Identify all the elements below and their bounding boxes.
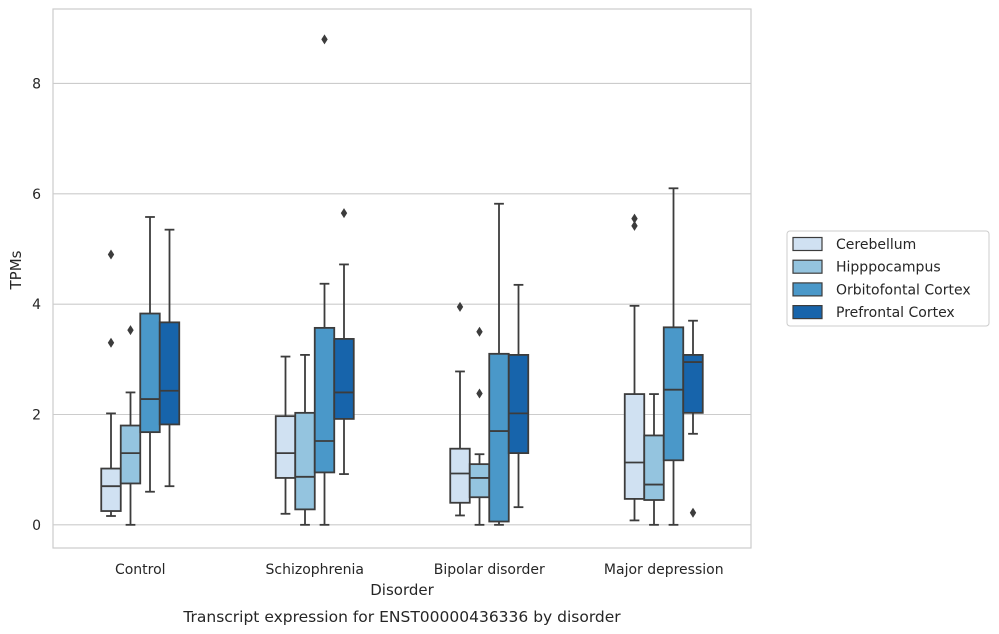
box-orbitofontal-cortex-2 (488, 202, 510, 526)
box-hipppocampus-0 (119, 325, 142, 526)
x-tick-label: Control (115, 562, 166, 578)
series-prefrontal-cortex (158, 208, 704, 518)
outlier-point (476, 326, 483, 337)
box-prefrontal-cortex-0 (158, 228, 181, 488)
outlier-point (340, 208, 348, 219)
outlier-point (456, 301, 464, 312)
box-prefrontal-cortex-3 (682, 319, 704, 518)
box-prefrontal-cortex-2 (507, 283, 530, 509)
box-iqr (274, 415, 297, 479)
series-hipppocampus (119, 325, 665, 526)
legend-label: Orbitofontal Cortex (836, 282, 971, 298)
box-iqr (643, 434, 665, 501)
legend-label: Prefrontal Cortex (836, 305, 955, 321)
legend: Cerebellum Hipppocampus Orbitofontal Corte… (786, 230, 990, 327)
legend-swatch (792, 305, 823, 320)
box-iqr (662, 326, 685, 462)
box-iqr (449, 447, 471, 504)
legend-swatch (792, 259, 823, 274)
plot-frame (52, 8, 752, 549)
y-tick-label: 2 (32, 407, 41, 423)
y-axis-label: TPMs (7, 250, 25, 290)
outlier-point (476, 388, 483, 399)
box-iqr (507, 354, 530, 455)
box-iqr (100, 467, 122, 512)
box-prefrontal-cortex-1 (333, 208, 355, 475)
box-cerebellum-1 (274, 355, 297, 515)
box-iqr (623, 393, 646, 500)
box-hipppocampus-1 (294, 354, 316, 526)
box-orbitofontal-cortex-0 (139, 216, 161, 493)
outlier-point (631, 220, 638, 231)
outlier-point (321, 34, 328, 45)
x-tick-label: Schizophrenia (266, 562, 364, 578)
box-cerebellum-0 (100, 249, 122, 517)
legend-label: Cerebellum (836, 237, 916, 253)
box-iqr (313, 326, 336, 474)
outlier-point (689, 507, 697, 518)
legend-swatch (792, 236, 823, 252)
legend-frame (786, 230, 990, 327)
box-iqr (488, 352, 510, 523)
box-iqr (158, 321, 181, 426)
y-tick-label: 4 (32, 297, 41, 313)
y-tick-labels: 0 2 4 6 8 (32, 76, 41, 533)
x-tick-label: Major depression (604, 562, 724, 578)
box-hipppocampus-3 (643, 393, 665, 526)
box-iqr (139, 312, 161, 434)
y-tick-label: 8 (32, 76, 41, 92)
box-iqr (682, 354, 704, 414)
box-iqr (468, 463, 491, 499)
x-tick-label: Bipolar disorder (434, 562, 545, 578)
legend-label: Hipppocampus (836, 260, 941, 276)
outlier-point (107, 337, 115, 348)
outlier-point (107, 249, 115, 260)
y-tick-label: 6 (32, 187, 41, 203)
x-tick-labels: Control Schizophrenia Bipolar disorder Majo… (115, 562, 724, 578)
outlier-point (127, 325, 134, 336)
outlier-point (631, 213, 638, 224)
box-iqr (119, 424, 142, 485)
series-orbitofontal-cortex (139, 34, 685, 526)
box-iqr (294, 411, 316, 511)
series-cerebellum (100, 213, 646, 522)
box-iqr (333, 338, 355, 420)
legend-swatch (792, 282, 823, 297)
x-axis-label: Disorder (370, 581, 434, 599)
chart-caption: Transcript expression for ENST0000043633… (182, 608, 621, 626)
y-tick-label: 0 (32, 518, 41, 534)
box-series (100, 34, 704, 526)
box-hipppocampus-2 (468, 326, 491, 526)
box-cerebellum-3 (623, 213, 646, 522)
